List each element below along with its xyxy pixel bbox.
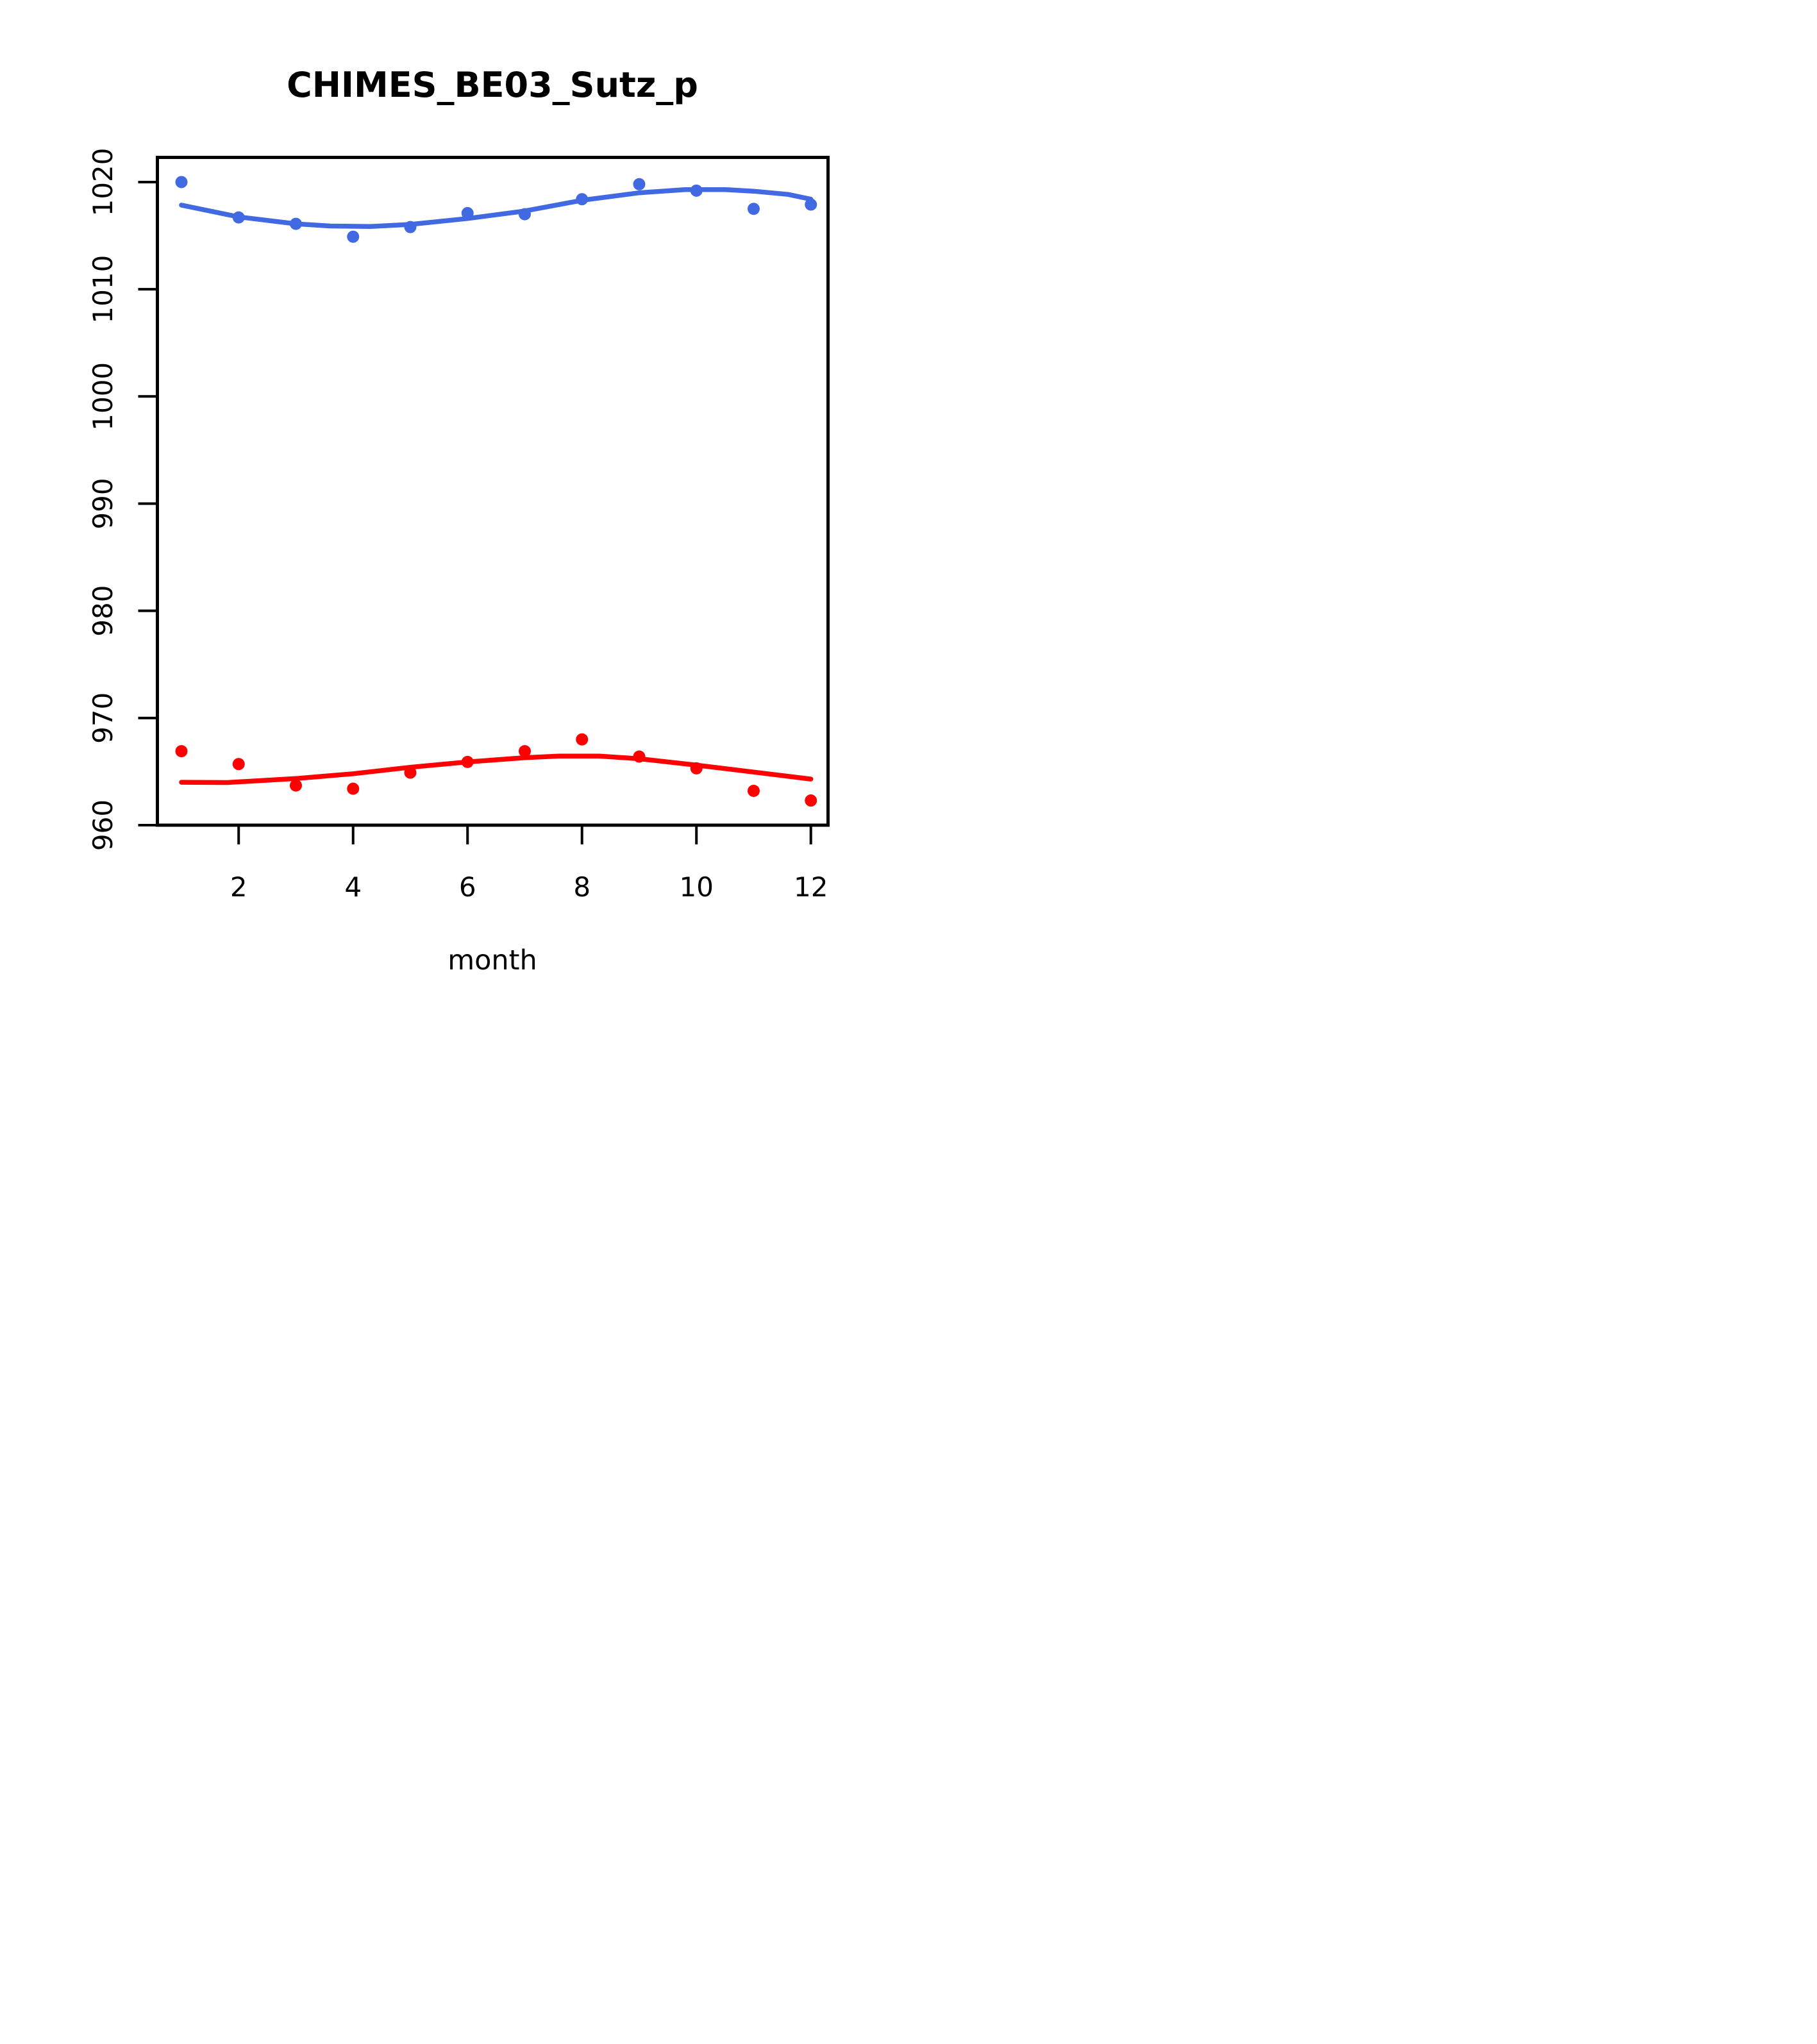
- lower-red-point: [518, 745, 531, 758]
- upper-blue-point: [404, 221, 417, 233]
- y-tick-label: 1000: [87, 362, 119, 431]
- x-tick-label: 12: [794, 871, 828, 903]
- y-tick-label: 960: [87, 800, 119, 851]
- lower-red-point: [175, 745, 188, 758]
- plot-svg: 960 970 980 990 1000 1010 1020 2 4 6 8 10 12: [87, 148, 830, 903]
- x-axis-title: month: [448, 944, 537, 976]
- upper-blue-point: [690, 184, 703, 197]
- upper-blue-point: [805, 198, 817, 211]
- lower-red-point: [404, 766, 417, 779]
- upper-blue-point: [576, 193, 589, 206]
- lower-red-point: [805, 794, 817, 807]
- x-tick-label: 2: [230, 871, 247, 903]
- x-tick-label: 8: [573, 871, 590, 903]
- upper-blue-point: [461, 206, 474, 219]
- lower-red-point: [747, 785, 760, 798]
- upper-blue-point: [289, 217, 302, 230]
- upper-blue-point: [633, 178, 646, 190]
- upper-blue-loess-line: [179, 187, 814, 230]
- lower-red-point: [690, 762, 703, 775]
- chart-title: CHIMES_BE03_Sutz_p: [287, 65, 698, 105]
- y-tick-label: 980: [87, 585, 119, 637]
- x-tick-label: 6: [459, 871, 476, 903]
- upper-blue-point: [175, 176, 188, 188]
- lower-red-point: [461, 755, 474, 768]
- lower-red-point: [633, 750, 646, 763]
- upper-blue-point: [518, 208, 531, 221]
- lower-red-point: [289, 779, 302, 792]
- chart: CHIMES_BE03_Sutz_p 960 970 980 990 1000 1010 1…: [0, 0, 908, 1022]
- plot-box: [156, 156, 830, 827]
- upper-blue-point: [347, 230, 360, 243]
- x-tick-label: 10: [680, 871, 714, 903]
- lower-red-point: [232, 758, 245, 771]
- y-tick-label: 1010: [87, 255, 119, 324]
- y-tick-label: 970: [87, 692, 119, 744]
- lower-red-point: [576, 733, 589, 746]
- upper-blue-point: [232, 211, 245, 224]
- lower-red-loess-line: [179, 753, 814, 785]
- upper-blue-point: [747, 203, 760, 215]
- x-tick-label: 4: [344, 871, 362, 903]
- lower-red-point: [347, 782, 360, 795]
- y-tick-label: 990: [87, 478, 119, 529]
- y-tick-label: 1020: [87, 148, 119, 217]
